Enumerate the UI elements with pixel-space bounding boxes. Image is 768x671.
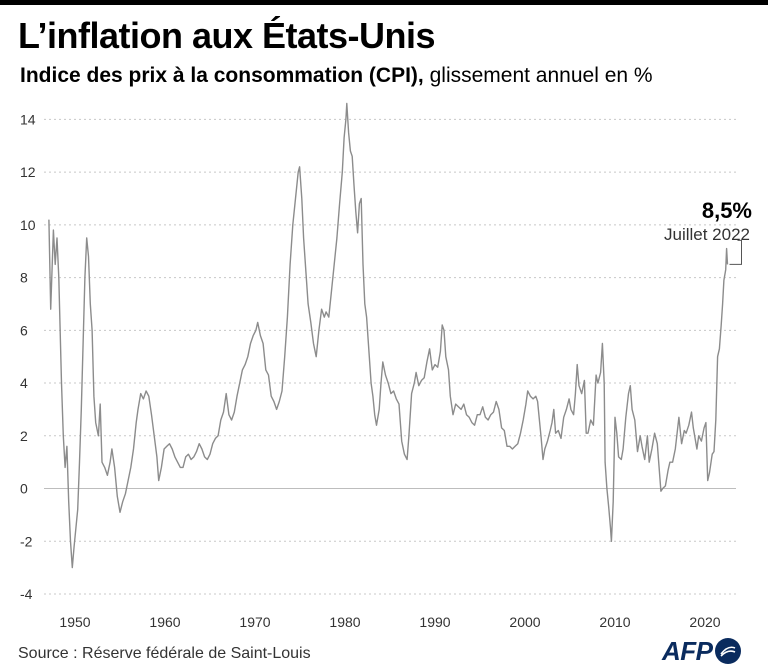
x-tick-label: 1960 [149,614,180,630]
y-tick-label: 0 [20,481,28,497]
x-tick-label: 1990 [419,614,450,630]
annotation-leader-line [729,239,742,265]
annotation-value: 8,5% [702,198,752,223]
x-tick-label: 1980 [329,614,360,630]
y-tick-label: 2 [20,428,28,444]
top-rule [0,0,768,5]
y-tick-label: 10 [20,217,36,233]
grid-lines [44,118,736,595]
x-tick-label: 2010 [599,614,630,630]
y-tick-label: 6 [20,322,28,338]
page-subtitle: Indice des prix à la consommation (CPI),… [20,63,653,89]
y-tick-label: 4 [20,375,28,391]
source-note: Source : Réserve fédérale de Saint-Louis [18,645,311,662]
afp-logo-text: AFP [662,635,713,666]
x-tick-label: 2000 [509,614,540,630]
y-tick-label: 12 [20,164,36,180]
y-tick-label: -4 [20,586,33,602]
subtitle-bold: Indice des prix à la consommation (CPI), [20,64,424,87]
subtitle-rest: glissement annuel en % [423,64,653,87]
y-tick-label: -2 [20,533,33,549]
y-tick-label: 8 [20,270,28,286]
y-tick-labels: -4 -2 0 2 4 6 8 10 12 14 [20,111,36,602]
x-tick-label: 1970 [239,614,270,630]
page-title: L’inflation aux États-Unis [18,15,436,56]
annotation-date: Juillet 2022 [664,225,750,244]
x-tick-label: 2020 [689,614,720,630]
y-tick-label: 14 [20,111,36,127]
x-tick-labels: 1950 1960 1970 1980 1990 2000 2010 2020 [59,614,720,630]
afp-logo-mark-icon [714,638,741,664]
cpi-series-line [48,102,729,569]
afp-logo: AFP [662,636,741,666]
x-tick-label: 1950 [59,614,90,630]
